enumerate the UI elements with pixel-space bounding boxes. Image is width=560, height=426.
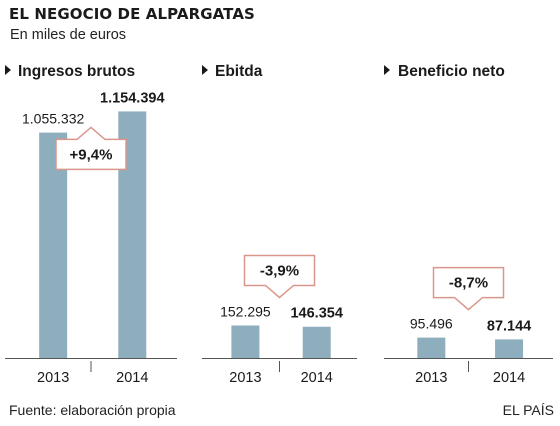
chart-panel-2: Ebitda 152.295 2013 146.354 2014 -3,9% — [202, 63, 357, 386]
change-percent-label: -8,7% — [449, 275, 488, 292]
bar-2014 — [302, 326, 331, 358]
value-label: 87.144 — [487, 318, 531, 334]
change-percent-label: -3,9% — [260, 262, 299, 279]
panel-title: Ebitda — [215, 63, 263, 80]
chart-panel-3: Beneficio neto 95.496 2013 87.144 2014 -8,7% — [384, 63, 553, 386]
value-label: 1.154.394 — [100, 90, 165, 106]
bar-2014 — [495, 339, 524, 358]
year-tick-label: 2014 — [116, 370, 148, 386]
year-tick-label: 2014 — [493, 370, 525, 386]
title-bullet-icon — [384, 65, 390, 75]
year-tick-label: 2013 — [229, 370, 261, 386]
change-callout-box — [432, 266, 505, 311]
change-callout-box — [55, 126, 127, 171]
year-tick-label: 2014 — [301, 370, 333, 386]
bar-2013 — [417, 337, 446, 358]
panel-title: Beneficio neto — [398, 63, 505, 80]
year-tick-label: 2013 — [37, 370, 69, 386]
year-tick-label: 2013 — [415, 370, 447, 386]
value-label: 152.295 — [220, 303, 271, 319]
chart-title: EL NEGOCIO DE ALPARGATAS — [9, 5, 255, 23]
bar-2013 — [231, 325, 260, 358]
value-label: 1.055.332 — [22, 111, 84, 127]
publisher-label: EL PAÍS — [502, 402, 554, 418]
chart-panel-1: Ingresos brutos 1.055.332 2013 1.154.394 201… — [5, 63, 177, 386]
chart-subtitle: En miles de euros — [10, 27, 127, 43]
title-bullet-icon — [202, 65, 208, 75]
value-label: 146.354 — [290, 306, 342, 322]
title-bullet-icon — [5, 65, 11, 75]
source-note: Fuente: elaboración propia — [9, 402, 176, 418]
panel-title: Ingresos brutos — [18, 63, 135, 80]
change-callout-box — [243, 254, 316, 299]
value-label: 95.496 — [410, 316, 453, 332]
change-percent-label: +9,4% — [70, 146, 113, 163]
